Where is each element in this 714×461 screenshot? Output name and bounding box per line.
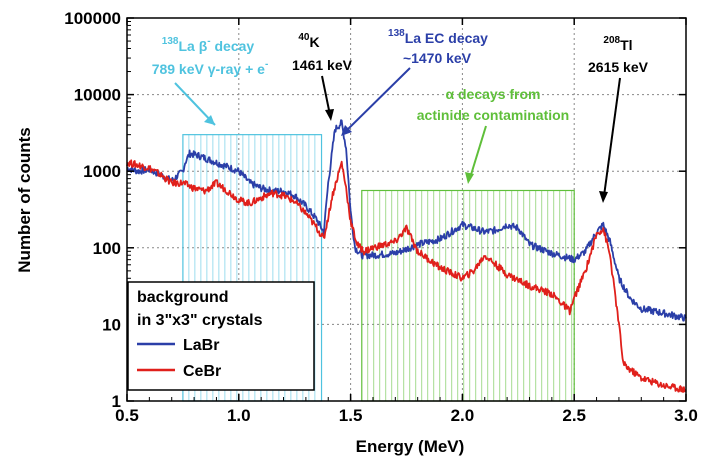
arrowhead-la-beta [204, 115, 215, 125]
y-tick-label: 1 [112, 392, 121, 411]
legend-title-line-2: in 3"x3" crystals [137, 312, 263, 329]
legend: background in 3"x3" crystals LaBr CeBr [127, 281, 315, 391]
legend-box [127, 281, 315, 391]
annotation-tl208: 208Tl 2615 keV [588, 35, 649, 75]
y-tick-label: 1000 [83, 162, 121, 181]
y-tick-label: 100000 [64, 9, 121, 28]
series-line-labr [126, 119, 687, 322]
y-tick-label: 10000 [74, 86, 121, 105]
series-line-cebr [126, 159, 687, 393]
y-tick-label: 10 [102, 315, 121, 334]
annotation-region-3 [361, 189, 575, 402]
x-tick-label: 1.0 [227, 406, 251, 425]
annotation-arrows [174, 67, 621, 203]
svg-text:1461 keV: 1461 keV [292, 57, 353, 73]
annotation-la-beta: 138La β- decay 789 keV γ-ray + e- [152, 36, 269, 77]
plot-frame [126, 17, 687, 402]
svg-text:208Tl: 208Tl [603, 35, 632, 53]
x-tick-label: 3.0 [674, 406, 698, 425]
x-axis-label: Energy (MeV) [356, 437, 465, 456]
annotation-alpha: α decays from actinide contamination [417, 86, 569, 123]
x-tick-label: 2.5 [562, 406, 586, 425]
svg-text:~1470 keV: ~1470 keV [403, 50, 472, 66]
svg-text:α decays from: α decays from [446, 86, 541, 102]
y-axis-label: Number of counts [15, 127, 34, 272]
series-lines [126, 119, 687, 393]
arrowhead-la-ec [341, 125, 352, 136]
svg-text:2615 keV: 2615 keV [588, 59, 649, 75]
x-tick-label: 1.5 [339, 406, 363, 425]
arrow-alpha [469, 125, 487, 179]
svg-text:138La EC decay: 138La EC decay [388, 28, 488, 46]
arrowhead-alpha [465, 172, 474, 184]
svg-text:40K: 40K [298, 32, 319, 50]
arrowhead-k40 [325, 109, 334, 121]
x-tick-label: 2.0 [451, 406, 475, 425]
arrow-k40 [321, 75, 331, 116]
legend-entry-labr: LaBr [183, 337, 219, 354]
svg-text:789 keV γ-ray + e-: 789 keV γ-ray + e- [152, 59, 269, 77]
svg-text:138La β- decay: 138La β- decay [162, 36, 255, 54]
annotation-k40: 40K 1461 keV [292, 32, 353, 73]
arrow-tl208 [603, 77, 621, 197]
legend-entry-cebr: CeBr [183, 363, 221, 380]
arrowhead-tl208 [599, 191, 608, 203]
svg-text:actinide contamination: actinide contamination [417, 107, 569, 123]
x-tick-label: 0.5 [115, 406, 139, 425]
y-tick-label: 100 [93, 239, 121, 258]
legend-title-line-1: background [137, 289, 229, 306]
arrow-la-ec [343, 67, 411, 134]
annotation-la-ec: 138La EC decay ~1470 keV [388, 28, 488, 66]
